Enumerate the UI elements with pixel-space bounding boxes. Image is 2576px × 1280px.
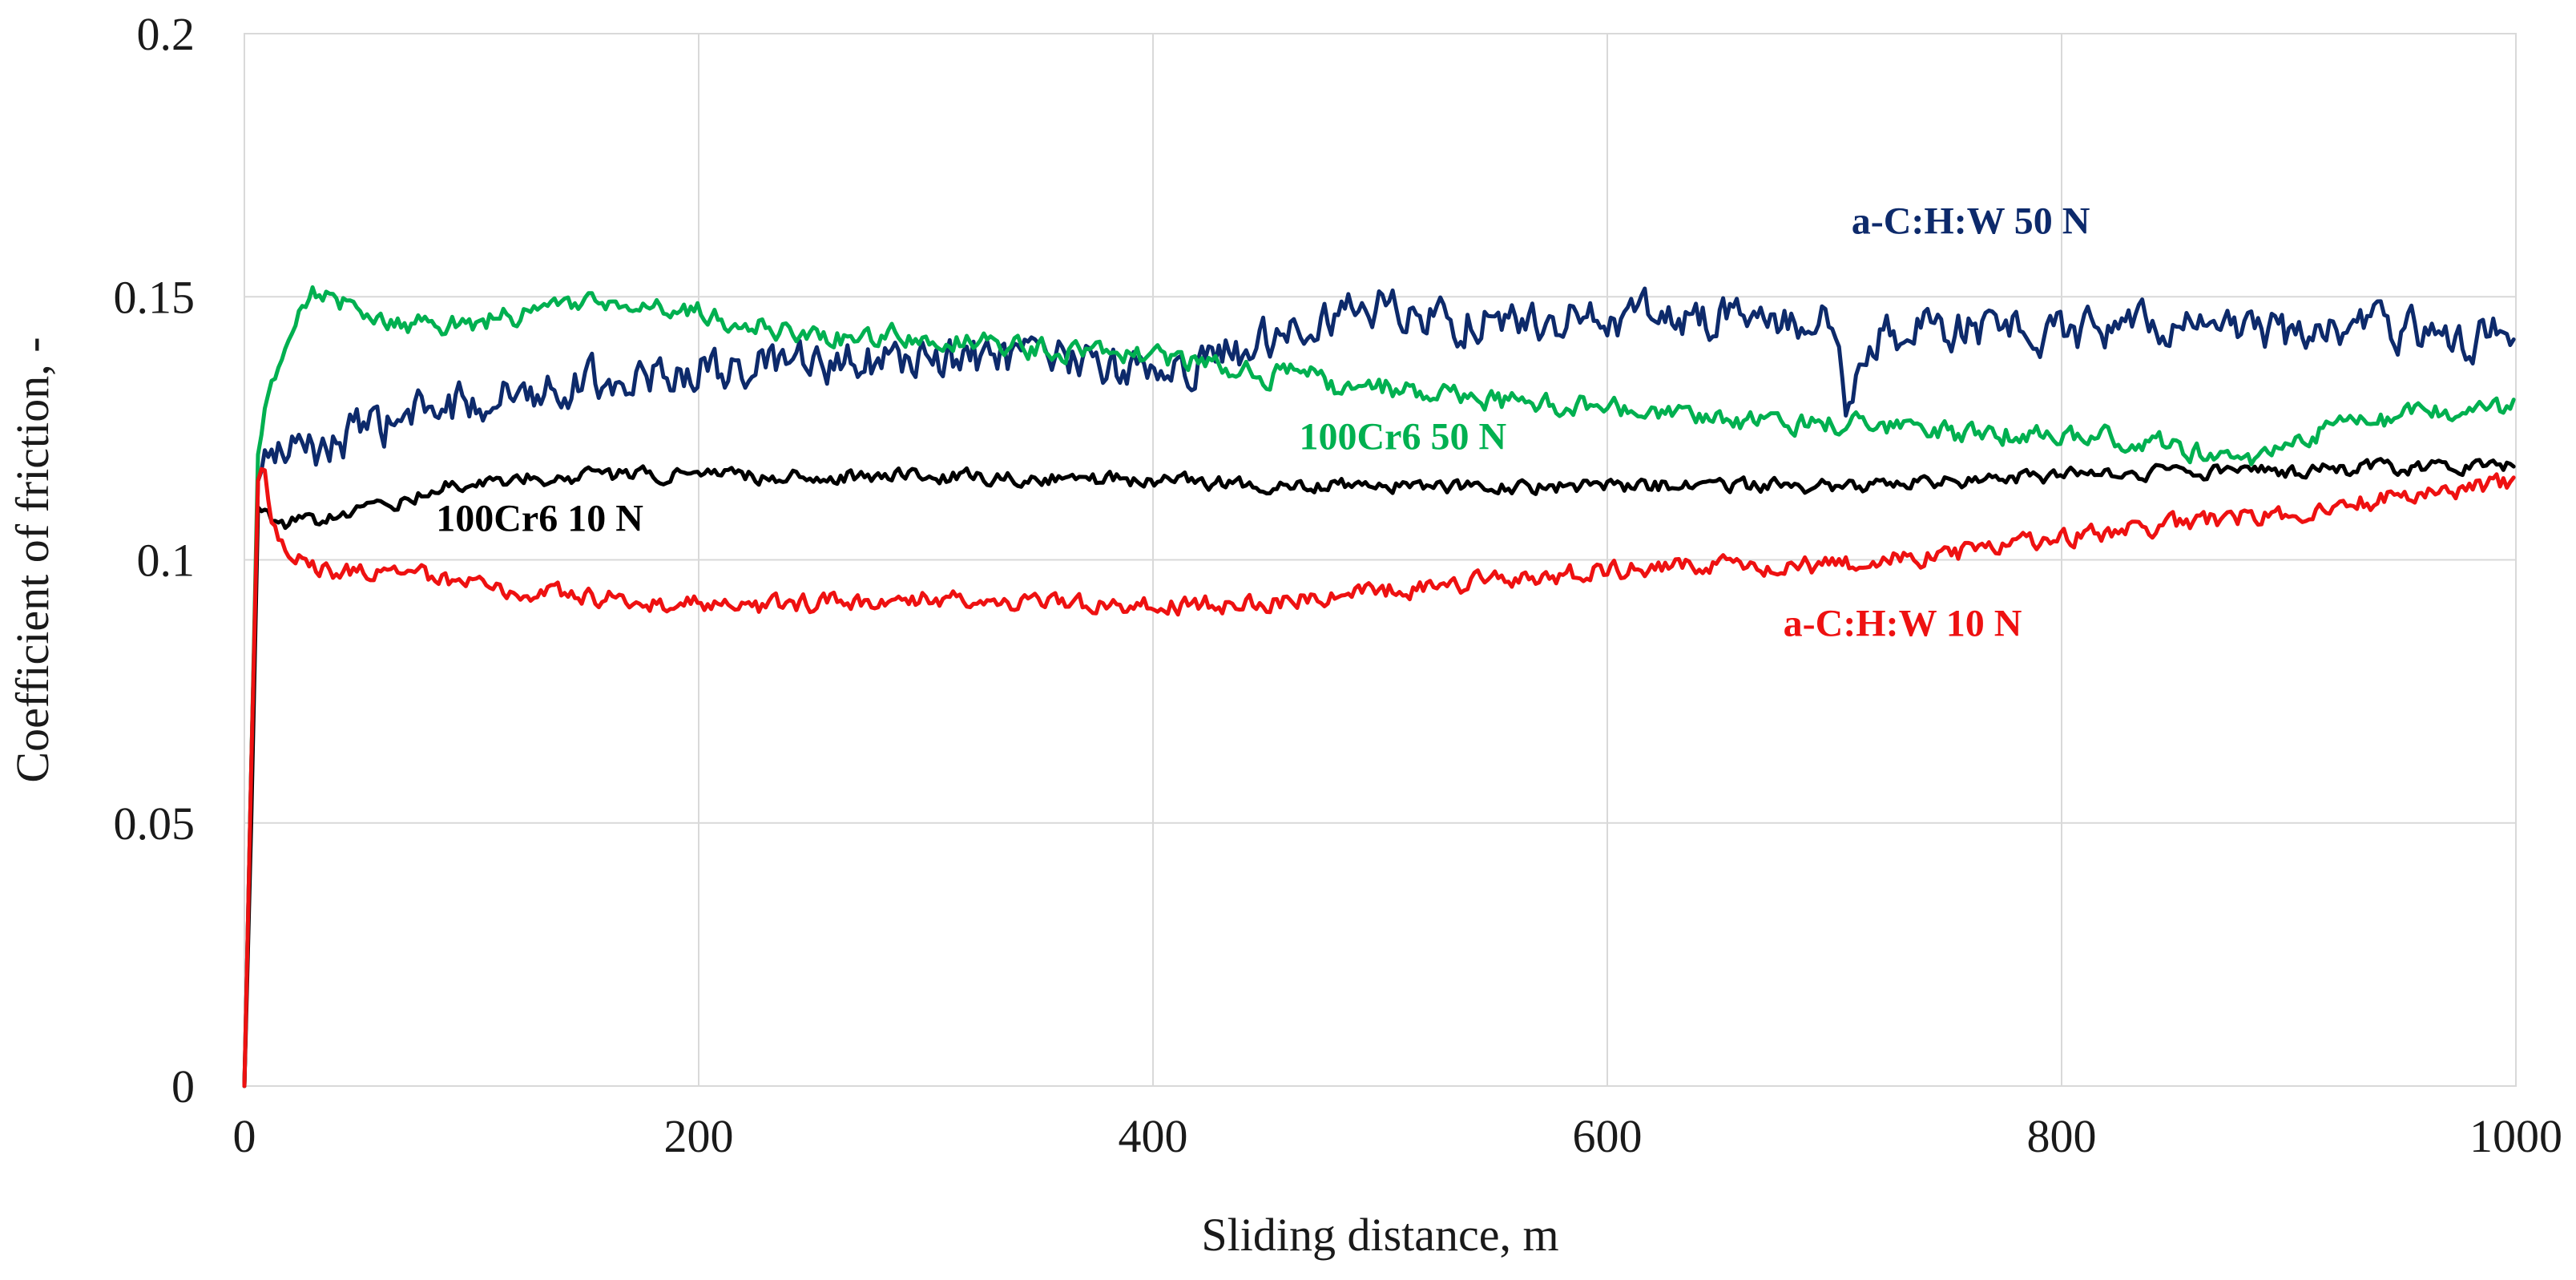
y-tick-label: 0.1: [137, 535, 196, 587]
x-tick-label: 0: [233, 1110, 256, 1162]
x-axis-tick-labels: 0 200 400 600 800 1000: [233, 1110, 2563, 1162]
y-axis-tick-labels: 0 0.05 0.1 0.15 0.2: [114, 8, 196, 1112]
plot-area-frame: [244, 33, 2517, 1087]
grid: [244, 33, 2517, 1087]
y-tick-label: 0.15: [114, 271, 196, 323]
series-labels: a-C:H:W 50 N 100Cr6 50 N 100Cr6 10 N a-C:H:…: [436, 200, 2090, 644]
x-tick-label: 600: [1573, 1110, 1643, 1162]
series-label-a-c-h-w-10-n: a-C:H:W 10 N: [1784, 603, 2022, 645]
series-line-a-c-h-w-10-n: [242, 466, 2516, 1088]
series-line-a-c-h-w-50-n: [242, 286, 2516, 1088]
y-axis-title: Coefficient of friction, -: [6, 337, 58, 782]
series-lines: [242, 285, 2516, 1088]
series-label-100cr6-10-n: 100Cr6 10 N: [436, 497, 643, 539]
x-axis-title: Sliding distance, m: [1201, 1209, 1558, 1261]
series-label-a-c-h-w-50-n: a-C:H:W 50 N: [1852, 200, 2090, 242]
series-line-100cr6-50-n: [242, 285, 2516, 1088]
series-label-100cr6-50-n: 100Cr6 50 N: [1300, 416, 1507, 458]
y-tick-label: 0.2: [137, 8, 196, 60]
series-line-100cr6-10-n: [242, 457, 2516, 1088]
x-tick-label: 1000: [2469, 1110, 2562, 1162]
x-tick-label: 200: [664, 1110, 734, 1162]
y-tick-label: 0: [171, 1060, 195, 1112]
y-tick-label: 0.05: [114, 797, 196, 850]
x-tick-label: 400: [1119, 1110, 1188, 1162]
x-tick-label: 800: [2027, 1110, 2097, 1162]
